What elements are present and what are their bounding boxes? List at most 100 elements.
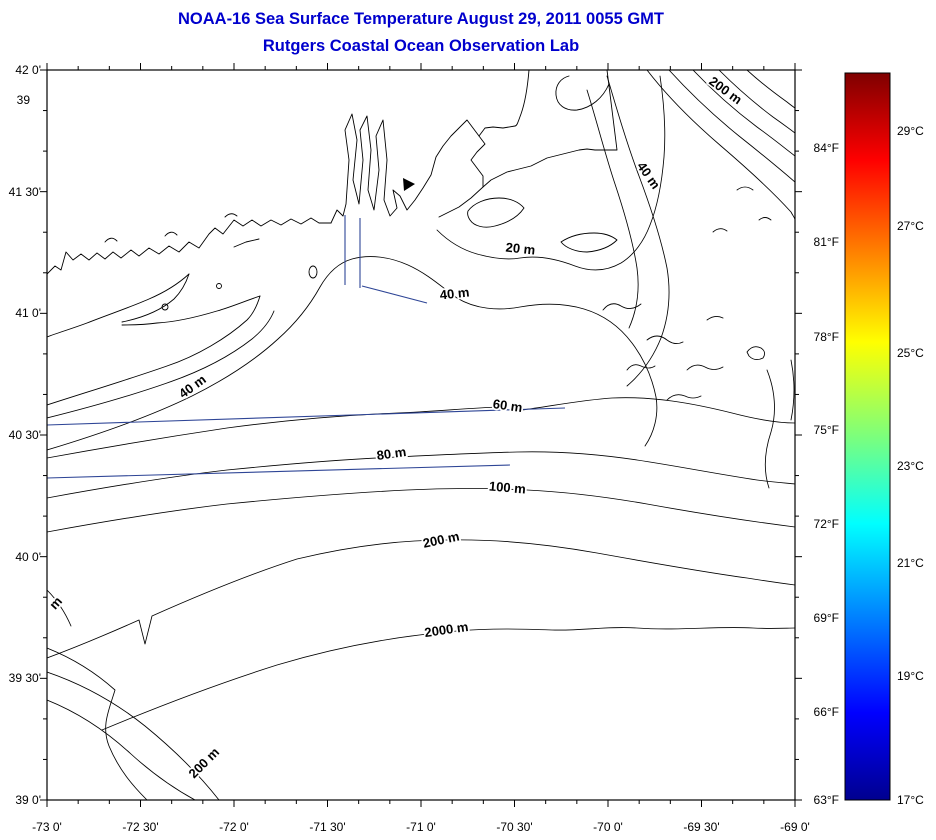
contour-label-2000m: 2000 m	[423, 619, 469, 640]
x-tick-label: -72 30'	[122, 820, 158, 834]
y-axis-labels: 42 0' 39 41 30' 41 0' 40 30' 40 0' 39 30…	[9, 63, 41, 807]
y-tick-label: 39 30'	[9, 671, 41, 685]
coastline-group	[47, 70, 618, 406]
contour-gom-1	[646, 70, 795, 221]
transect-line-1	[47, 407, 566, 426]
x-tick-label: -70 0'	[593, 820, 623, 834]
colorbar-f-label: 66°F	[814, 705, 839, 719]
contour-great-south-channel-1	[606, 75, 670, 387]
x-tick-label: -73 0'	[32, 820, 62, 834]
harbor-texture	[104, 213, 238, 243]
contour-label-100m: 100 m	[488, 478, 526, 496]
coastline-longisland-north	[47, 273, 190, 338]
plot-border	[46, 69, 796, 801]
arrow-marker	[403, 178, 415, 191]
shelter-island	[161, 303, 169, 311]
figure-title: NOAA-16 Sea Surface Temperature August 2…	[178, 10, 664, 28]
y-tick-label: 39	[17, 93, 31, 107]
elizabeth-islands	[438, 186, 484, 218]
map-area: 200 m 40 m 20 m 40 m 40 m 60 m 80 m 100 …	[47, 70, 795, 800]
x-tick-label: -69 30'	[683, 820, 719, 834]
colorbar-f-label: 72°F	[814, 517, 839, 531]
colorbar-c-label: 17°C	[897, 793, 924, 807]
colorbar-f-label: 69°F	[814, 611, 839, 625]
contour-100m	[47, 488, 795, 533]
colorbar-fahrenheit-labels: 84°F 81°F 78°F 75°F 72°F 69°F 66°F 63°F	[814, 141, 839, 807]
contour-gom-2	[668, 70, 795, 183]
colorbar-c-label: 29°C	[897, 124, 924, 138]
contour-label-200m: 200 m	[706, 73, 745, 107]
contour-20m-east	[436, 75, 666, 271]
y-tick-label: 41 30'	[9, 185, 41, 199]
contour-gom-3	[692, 70, 795, 157]
contour-60m	[47, 397, 795, 459]
contour-canyon	[47, 647, 148, 800]
contour-slope-2	[47, 699, 196, 800]
coastline-connecticut	[47, 217, 332, 275]
x-tick-label: -70 30'	[496, 820, 532, 834]
contour-20m-west	[47, 310, 275, 419]
figure-subtitle: Rutgers Coastal Ocean Observation Lab	[263, 37, 579, 55]
contour-label-40m: 40 m	[439, 285, 470, 303]
coastline-longisland-south	[47, 295, 261, 406]
contour-great-south-channel-2	[586, 89, 639, 329]
marthas-vineyard	[467, 197, 525, 228]
nantucket-island	[560, 232, 618, 253]
contour-200m	[47, 539, 795, 659]
colorbar-c-label: 27°C	[897, 219, 924, 233]
x-tick-label: -72 0'	[219, 820, 249, 834]
colorbar-border	[844, 72, 891, 801]
y-tick-label: 41 0'	[15, 306, 41, 320]
colorbar: 84°F 81°F 78°F 75°F 72°F 69°F 66°F 63°F …	[814, 72, 924, 807]
colorbar-c-label: 25°C	[897, 346, 924, 360]
axis-tick-marks	[40, 63, 890, 807]
contour-label-60m: 60 m	[492, 396, 523, 415]
x-tick-label: -69 0'	[780, 820, 810, 834]
x-tick-label: -71 30'	[309, 820, 345, 834]
colorbar-f-label: 63°F	[814, 793, 839, 807]
gardiners-island	[216, 283, 222, 289]
x-axis-labels: -73 0' -72 30' -72 0' -71 30' -71 0' -70…	[32, 820, 810, 834]
block-island	[308, 265, 318, 279]
contour-label-80m: 80 m	[376, 444, 407, 463]
y-tick-label: 40 30'	[9, 428, 41, 442]
track-diagonal	[361, 285, 428, 304]
contour-80m	[47, 451, 795, 499]
coastline-capecod-bay	[478, 70, 530, 137]
contour-label-20m: 20 m	[505, 240, 536, 258]
contour-2000m	[101, 627, 795, 731]
transect-line-2	[47, 464, 511, 479]
contour-slope-1	[47, 671, 220, 800]
contour-label-40m: 40 m	[176, 372, 209, 402]
coastline-longisland-peconic	[121, 295, 261, 326]
colorbar-c-label: 23°C	[897, 459, 924, 473]
colorbar-f-label: 75°F	[814, 423, 839, 437]
contour-40m-main	[47, 256, 658, 451]
y-tick-label: 40 0'	[15, 550, 41, 564]
y-tick-label: 42 0'	[15, 63, 41, 77]
contour-gom-4	[718, 70, 795, 134]
coastline-fishers-island	[233, 238, 260, 248]
x-tick-label: -71 0'	[406, 820, 436, 834]
coastline-narragansett-capecod	[330, 70, 618, 224]
colorbar-celsius-labels: 29°C 27°C 25°C 23°C 21°C 19°C 17°C	[897, 124, 924, 807]
colorbar-c-label: 21°C	[897, 556, 924, 570]
contour-label-200m: 200 m	[185, 744, 222, 781]
contour-right-edge	[764, 359, 795, 489]
track-lines-group	[47, 215, 566, 479]
colorbar-f-label: 78°F	[814, 330, 839, 344]
nantucket-shoals-texture	[602, 186, 772, 401]
colorbar-f-label: 84°F	[814, 141, 839, 155]
coastline-provincetown-hook	[555, 75, 610, 111]
y-tick-label: 39 0'	[15, 793, 41, 807]
coastline-longisland-northfork	[121, 273, 190, 323]
bathymetry-group	[47, 70, 795, 800]
contour-label-200m: 200 m	[421, 528, 460, 550]
contour-left-stub	[47, 589, 72, 627]
colorbar-f-label: 81°F	[814, 235, 839, 249]
colorbar-c-label: 19°C	[897, 669, 924, 683]
colorbar-gradient-bar	[845, 73, 890, 800]
contour-gom-5	[746, 70, 795, 109]
